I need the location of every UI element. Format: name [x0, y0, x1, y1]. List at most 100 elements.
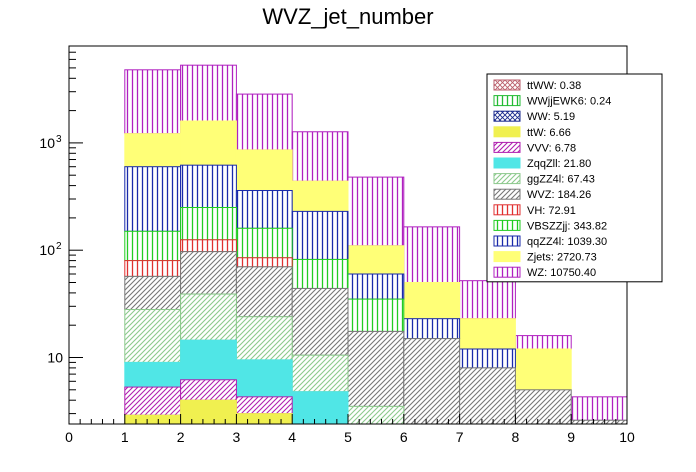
- legend-label-VBSZZjj: VBSZZjj: 343.82: [527, 220, 607, 232]
- x-tick-label: 7: [456, 429, 464, 445]
- bar-WVZ-bin-1: [124, 275, 182, 311]
- legend-label-WW: WW: 5.19: [527, 111, 575, 123]
- legend-swatch-VH: [493, 204, 521, 216]
- bar-VVV-bin-3: [235, 396, 293, 415]
- x-tick-label: 5: [344, 429, 352, 445]
- bar-ttW-bin-2: [180, 399, 237, 425]
- bar-WVZ-bin-4: [291, 287, 349, 356]
- bar-WVZ-bin-7: [459, 367, 516, 425]
- chart-title: WVZ_jet_number: [262, 4, 433, 29]
- legend-swatch-WWjjEWK6: [493, 95, 521, 107]
- bar-Zjets-bin-8: [514, 348, 572, 391]
- bar-VH-bin-1: [124, 260, 182, 277]
- legend-label-ttWW: ttWW: 0.38: [527, 80, 581, 92]
- bar-ZqqZll-bin-2: [180, 339, 237, 381]
- y-tick-label: 10: [39, 135, 55, 151]
- legend-label-ttW: ttW: 6.66: [527, 127, 571, 139]
- x-tick-label: 10: [619, 429, 635, 445]
- bar-Zjets-bin-1: [124, 133, 182, 168]
- x-tick-label: 8: [512, 429, 520, 445]
- y-tick-exponent: 3: [56, 134, 62, 145]
- x-tick-label: 3: [233, 429, 241, 445]
- legend-swatch-ggZZ4l: [493, 173, 521, 185]
- y-tick-label: 10: [39, 242, 55, 258]
- x-axis: 0 1 2 3 4 5 6 7 8 9 10: [65, 414, 635, 445]
- bar-WVZ-bin-3: [235, 266, 293, 318]
- bar-Zjets-bin-5: [347, 245, 405, 275]
- bar-VBSZZjj-bin-3: [235, 227, 293, 259]
- bar-ttW-bin-1: [124, 414, 182, 425]
- legend-swatch-Zjets: [493, 251, 521, 263]
- legend-label-WVZ: WVZ: 184.26: [527, 189, 591, 201]
- bar-ttW-bin-3: [235, 413, 293, 425]
- legend-label-VH: VH: 72.91: [527, 205, 576, 217]
- bar-VBSZZjj-bin-2: [180, 207, 237, 241]
- bar-WVZ-bin-9: [570, 419, 628, 425]
- bar-WVZ-bin-6: [403, 338, 461, 425]
- bar-ggZZ4l-bin-5: [347, 405, 405, 425]
- bar-VH-bin-3: [235, 257, 293, 268]
- bar-qqZZ4l-bin-5: [347, 273, 405, 300]
- y-tick-exponent: 2: [56, 241, 62, 252]
- bar-ggZZ4l-bin-1: [124, 309, 182, 363]
- x-tick-label: 6: [400, 429, 408, 445]
- bar-ZqqZll-bin-4: [291, 391, 349, 425]
- legend-swatch-ZqqZll: [493, 157, 521, 169]
- legend-swatch-VVV: [493, 141, 521, 153]
- bar-qqZZ4l-bin-1: [124, 166, 182, 232]
- legend-swatch-WW: [493, 110, 521, 122]
- bar-VH-bin-2: [180, 239, 237, 253]
- legend-swatch-qqZZ4l: [493, 235, 521, 247]
- bar-WZ-bin-4: [291, 131, 349, 182]
- legend-label-ZqqZll: ZqqZll: 21.80: [527, 158, 591, 170]
- bar-ggZZ4l-bin-4: [291, 354, 349, 393]
- bar-ggZZ4l-bin-2: [180, 293, 237, 341]
- x-tick-label: 4: [288, 429, 296, 445]
- legend-swatch-VBSZZjj: [493, 219, 521, 231]
- bar-WZ-bin-1: [124, 69, 182, 135]
- bar-ZqqZll-bin-3: [235, 359, 293, 398]
- bar-VVV-bin-1: [124, 386, 182, 416]
- bar-VBSZZjj-bin-1: [124, 230, 182, 262]
- legend: ttWW: 0.38 WWjjEWK6: 0.24 WW: 5.19 ttW: 6.6…: [486, 73, 663, 283]
- bar-WZ-bin-6: [403, 226, 461, 283]
- x-tick-label: 1: [121, 429, 129, 445]
- legend-label-VVV: VVV: 6.78: [527, 142, 576, 154]
- legend-label-WZ: WZ: 10750.40: [527, 267, 596, 279]
- bar-VBSZZjj-bin-5: [347, 298, 405, 332]
- bar-ggZZ4l-bin-3: [235, 316, 293, 361]
- bar-WZ-bin-8: [514, 335, 572, 350]
- x-tick-label: 0: [65, 429, 73, 445]
- x-tick-label: 2: [177, 429, 185, 445]
- bar-WVZ-bin-2: [180, 251, 237, 295]
- bar-WZ-bin-2: [180, 64, 237, 122]
- bar-WVZ-bin-8: [514, 389, 572, 425]
- stacked-bars: [124, 64, 628, 425]
- bar-WZ-bin-9: [570, 396, 628, 421]
- bar-WZ-bin-7: [459, 280, 516, 320]
- legend-label-Zjets: Zjets: 2720.73: [527, 252, 597, 264]
- bar-Zjets-bin-6: [403, 281, 461, 320]
- bar-WZ-bin-5: [347, 176, 405, 247]
- legend-label-WWjjEWK6: WWjjEWK6: 0.24: [527, 96, 611, 108]
- bar-qqZZ4l-bin-4: [291, 210, 349, 260]
- legend-swatch-WZ: [493, 266, 521, 278]
- legend-swatch-ttW: [493, 126, 521, 138]
- bar-Zjets-bin-2: [180, 120, 237, 166]
- legend-swatch-ttWW: [493, 79, 521, 91]
- legend-label-ggZZ4l: ggZZ4l: 67.43: [527, 174, 595, 186]
- legend-swatch-WVZ: [493, 188, 521, 200]
- bar-VBSZZjj-bin-4: [291, 258, 349, 289]
- bar-WZ-bin-3: [235, 93, 293, 151]
- bar-qqZZ4l-bin-3: [235, 190, 293, 229]
- bar-Zjets-bin-4: [291, 180, 349, 212]
- x-tick-label: 9: [567, 429, 575, 445]
- bar-WVZ-bin-5: [347, 330, 405, 407]
- bar-qqZZ4l-bin-7: [459, 348, 516, 369]
- bar-qqZZ4l-bin-6: [403, 318, 461, 340]
- bar-ZqqZll-bin-1: [124, 361, 182, 388]
- bar-qqZZ4l-bin-2: [180, 164, 237, 209]
- bar-Zjets-bin-7: [459, 318, 516, 350]
- bar-VVV-bin-2: [180, 379, 237, 401]
